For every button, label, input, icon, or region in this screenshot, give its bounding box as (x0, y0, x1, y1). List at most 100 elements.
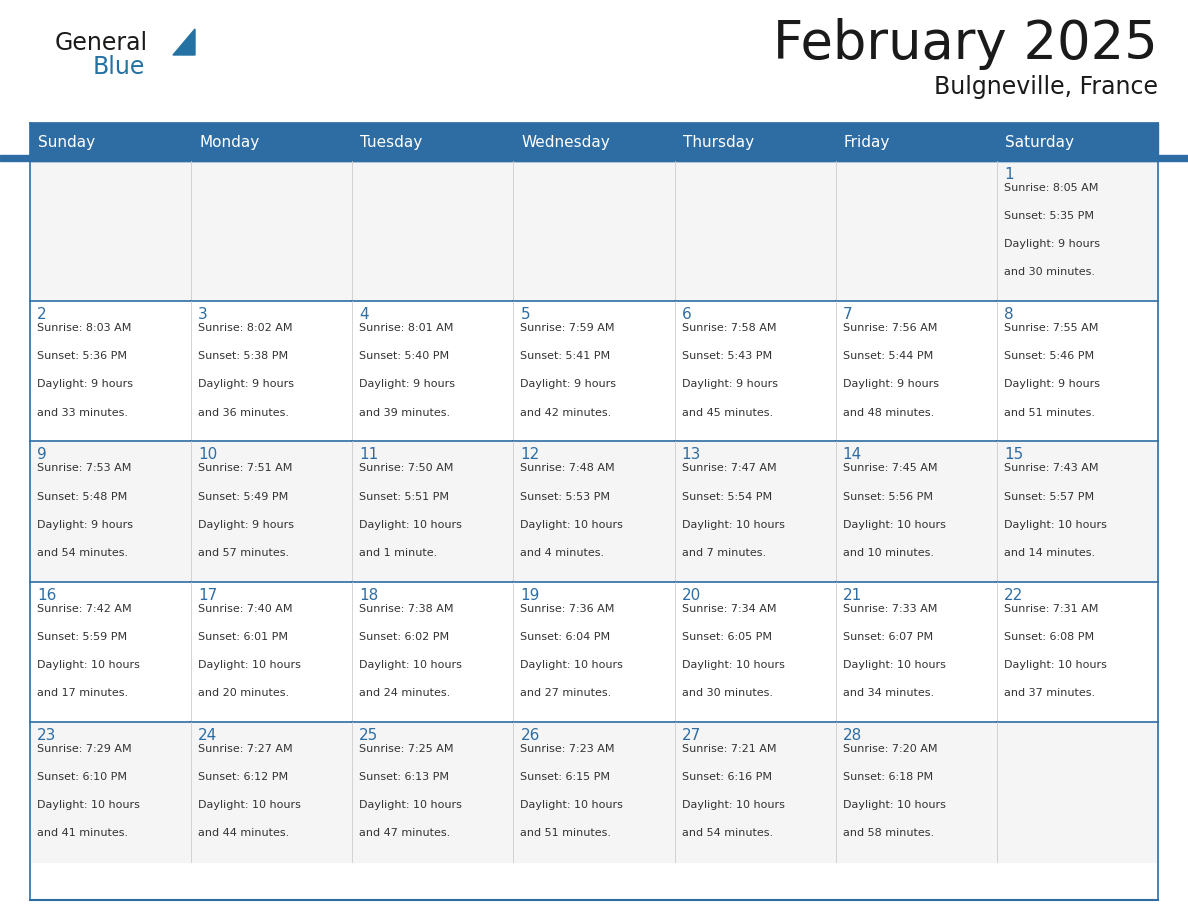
Text: Daylight: 10 hours: Daylight: 10 hours (520, 520, 624, 530)
Text: Daylight: 9 hours: Daylight: 9 hours (198, 379, 295, 389)
Text: and 42 minutes.: and 42 minutes. (520, 408, 612, 418)
Text: 8: 8 (1004, 308, 1013, 322)
Bar (997, 301, 1158, 442)
Text: and 36 minutes.: and 36 minutes. (198, 408, 289, 418)
Bar (997, 442, 1158, 582)
Text: Sunset: 6:07 PM: Sunset: 6:07 PM (842, 632, 933, 642)
Bar (191, 123, 353, 161)
Text: and 33 minutes.: and 33 minutes. (37, 408, 128, 418)
Bar (513, 722, 675, 862)
Bar (30, 442, 191, 582)
Text: Sunset: 6:01 PM: Sunset: 6:01 PM (198, 632, 289, 642)
Text: Sunset: 5:53 PM: Sunset: 5:53 PM (520, 491, 611, 501)
Text: and 20 minutes.: and 20 minutes. (198, 688, 289, 698)
Text: Sunset: 5:38 PM: Sunset: 5:38 PM (198, 352, 289, 362)
Text: Sunset: 6:13 PM: Sunset: 6:13 PM (359, 772, 449, 782)
Bar (191, 582, 353, 722)
Text: Sunrise: 7:33 AM: Sunrise: 7:33 AM (842, 604, 937, 613)
Text: Sunset: 5:40 PM: Sunset: 5:40 PM (359, 352, 449, 362)
Text: 14: 14 (842, 447, 862, 463)
Text: 22: 22 (1004, 588, 1023, 602)
Text: Sunset: 6:08 PM: Sunset: 6:08 PM (1004, 632, 1094, 642)
Text: and 4 minutes.: and 4 minutes. (520, 548, 605, 558)
Text: and 54 minutes.: and 54 minutes. (37, 548, 128, 558)
Text: Sunrise: 7:59 AM: Sunrise: 7:59 AM (520, 323, 615, 333)
Bar (675, 582, 835, 722)
Text: Sunrise: 7:51 AM: Sunrise: 7:51 AM (198, 464, 292, 474)
Text: Monday: Monday (200, 135, 259, 150)
Bar (30, 123, 191, 161)
Text: and 7 minutes.: and 7 minutes. (682, 548, 766, 558)
Text: Tuesday: Tuesday (360, 135, 423, 150)
Text: Sunrise: 7:34 AM: Sunrise: 7:34 AM (682, 604, 776, 613)
Text: Friday: Friday (843, 135, 890, 150)
Text: Sunset: 6:15 PM: Sunset: 6:15 PM (520, 772, 611, 782)
Text: Sunset: 5:57 PM: Sunset: 5:57 PM (1004, 491, 1094, 501)
Text: and 48 minutes.: and 48 minutes. (842, 408, 934, 418)
Text: Sunset: 6:10 PM: Sunset: 6:10 PM (37, 772, 127, 782)
Text: Sunset: 5:43 PM: Sunset: 5:43 PM (682, 352, 772, 362)
Text: Daylight: 9 hours: Daylight: 9 hours (520, 379, 617, 389)
Text: Sunrise: 7:38 AM: Sunrise: 7:38 AM (359, 604, 454, 613)
Text: Daylight: 10 hours: Daylight: 10 hours (37, 660, 140, 670)
Text: Daylight: 10 hours: Daylight: 10 hours (520, 660, 624, 670)
Bar (513, 161, 675, 301)
Text: 24: 24 (198, 728, 217, 743)
Polygon shape (173, 29, 195, 55)
Text: and 58 minutes.: and 58 minutes. (842, 828, 934, 838)
Text: Sunrise: 7:53 AM: Sunrise: 7:53 AM (37, 464, 132, 474)
Text: Sunrise: 7:45 AM: Sunrise: 7:45 AM (842, 464, 937, 474)
Text: and 30 minutes.: and 30 minutes. (682, 688, 772, 698)
Text: Daylight: 9 hours: Daylight: 9 hours (359, 379, 455, 389)
Text: 19: 19 (520, 588, 539, 602)
Text: Sunset: 5:54 PM: Sunset: 5:54 PM (682, 491, 772, 501)
Bar (513, 301, 675, 442)
Text: 20: 20 (682, 588, 701, 602)
Bar (835, 301, 997, 442)
Text: 17: 17 (198, 588, 217, 602)
Text: Sunset: 6:12 PM: Sunset: 6:12 PM (198, 772, 289, 782)
Bar (30, 161, 191, 301)
Text: Daylight: 9 hours: Daylight: 9 hours (1004, 240, 1100, 250)
Text: and 51 minutes.: and 51 minutes. (520, 828, 612, 838)
Text: February 2025: February 2025 (773, 18, 1158, 70)
Text: and 54 minutes.: and 54 minutes. (682, 828, 772, 838)
Text: 4: 4 (359, 308, 369, 322)
Bar (191, 722, 353, 862)
Text: Daylight: 10 hours: Daylight: 10 hours (359, 800, 462, 810)
Text: Sunrise: 7:40 AM: Sunrise: 7:40 AM (198, 604, 292, 613)
Text: and 39 minutes.: and 39 minutes. (359, 408, 450, 418)
Bar (675, 161, 835, 301)
Text: 13: 13 (682, 447, 701, 463)
Text: General: General (55, 31, 148, 55)
Text: 25: 25 (359, 728, 379, 743)
Text: Sunset: 5:44 PM: Sunset: 5:44 PM (842, 352, 933, 362)
Bar (675, 722, 835, 862)
Text: Daylight: 10 hours: Daylight: 10 hours (198, 660, 301, 670)
Text: Sunrise: 7:23 AM: Sunrise: 7:23 AM (520, 744, 615, 754)
Bar (835, 161, 997, 301)
Text: Sunrise: 7:47 AM: Sunrise: 7:47 AM (682, 464, 776, 474)
Text: and 1 minute.: and 1 minute. (359, 548, 437, 558)
Text: 16: 16 (37, 588, 56, 602)
Text: Daylight: 10 hours: Daylight: 10 hours (842, 520, 946, 530)
Text: Sunrise: 7:48 AM: Sunrise: 7:48 AM (520, 464, 615, 474)
Bar (675, 442, 835, 582)
Text: Sunrise: 7:36 AM: Sunrise: 7:36 AM (520, 604, 615, 613)
Bar (997, 123, 1158, 161)
Text: and 10 minutes.: and 10 minutes. (842, 548, 934, 558)
Text: 18: 18 (359, 588, 379, 602)
Text: Sunset: 6:16 PM: Sunset: 6:16 PM (682, 772, 771, 782)
Text: Saturday: Saturday (1005, 135, 1074, 150)
Text: and 24 minutes.: and 24 minutes. (359, 688, 450, 698)
Text: Daylight: 10 hours: Daylight: 10 hours (682, 660, 784, 670)
Bar (353, 442, 513, 582)
Text: and 14 minutes.: and 14 minutes. (1004, 548, 1095, 558)
Text: Daylight: 10 hours: Daylight: 10 hours (520, 800, 624, 810)
Text: Sunset: 5:56 PM: Sunset: 5:56 PM (842, 491, 933, 501)
Text: 23: 23 (37, 728, 56, 743)
Text: 3: 3 (198, 308, 208, 322)
Text: Sunset: 5:35 PM: Sunset: 5:35 PM (1004, 211, 1094, 221)
Text: Wednesday: Wednesday (522, 135, 611, 150)
Text: Bulgneville, France: Bulgneville, France (934, 75, 1158, 99)
